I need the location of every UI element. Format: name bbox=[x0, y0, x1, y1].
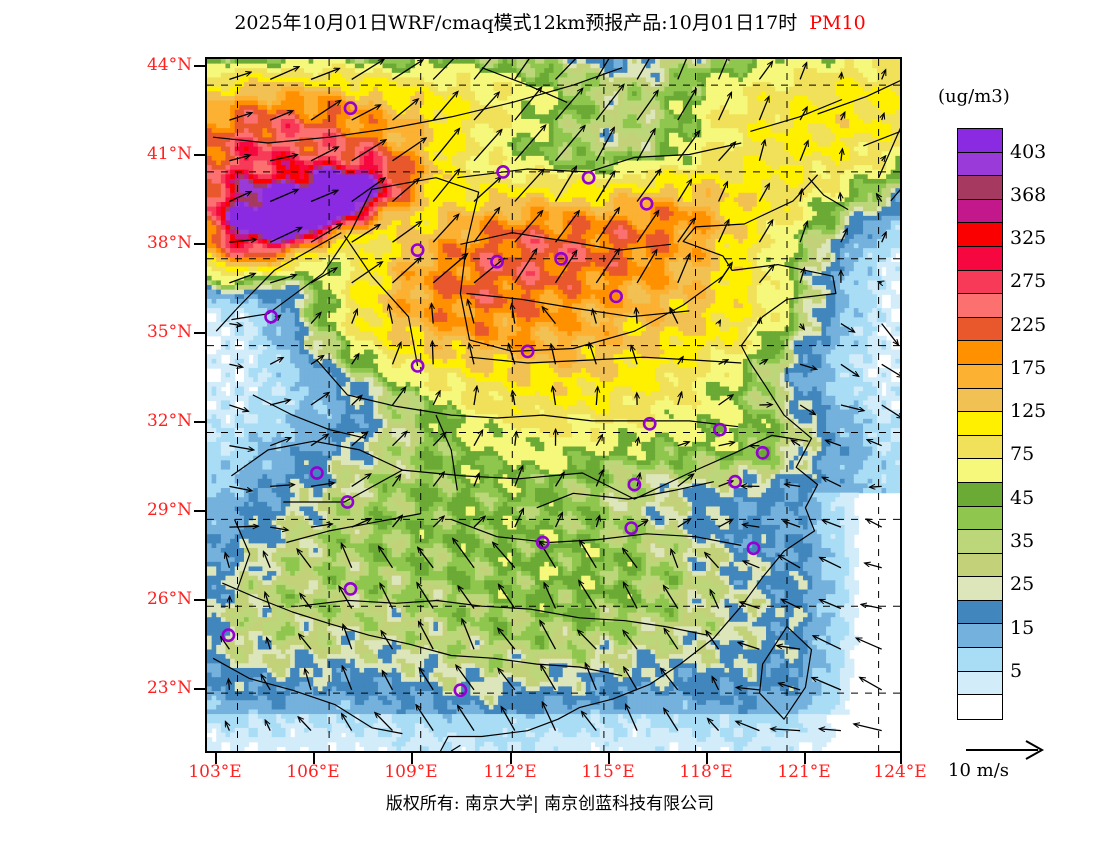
station-markers bbox=[221, 101, 770, 698]
colorbar-tick-75: 75 bbox=[1010, 443, 1034, 465]
colorbar-tick-15: 15 bbox=[1010, 617, 1034, 639]
lon-tick-label-7: 124°E bbox=[873, 762, 926, 782]
colorbar-cell-0[interactable] bbox=[958, 129, 1002, 153]
lat-tick-mark-6 bbox=[194, 599, 206, 601]
lat-tick-label-5: 29°N bbox=[120, 500, 192, 520]
colorbar-cell-17[interactable] bbox=[958, 530, 1002, 554]
wind-arrow-icon bbox=[966, 740, 1045, 760]
colorbar-cell-14[interactable] bbox=[958, 459, 1002, 483]
colorbar-tick-403: 403 bbox=[1010, 141, 1046, 163]
colorbar-tick-325: 325 bbox=[1010, 227, 1046, 249]
title-species-label: PM10 bbox=[809, 12, 865, 34]
lon-tick-label-1: 106°E bbox=[286, 762, 339, 782]
lon-tick-mark-6 bbox=[804, 753, 806, 764]
lon-tick-label-5: 118°E bbox=[679, 762, 732, 782]
colorbar-cell-11[interactable] bbox=[958, 388, 1002, 413]
lat-tick-label-6: 26°N bbox=[120, 589, 192, 609]
colorbar-cell-23[interactable] bbox=[958, 671, 1002, 696]
wind-vector-field bbox=[221, 59, 900, 731]
colorbar-cell-16[interactable] bbox=[958, 506, 1002, 531]
colorbar-cell-4[interactable] bbox=[958, 223, 1002, 247]
lat-tick-label-4: 32°N bbox=[120, 411, 192, 431]
lat-tick-mark-0 bbox=[194, 65, 206, 67]
colorbar-cell-8[interactable] bbox=[958, 317, 1002, 342]
colorbar-tick-125: 125 bbox=[1010, 400, 1046, 422]
colorbar-cell-2[interactable] bbox=[958, 176, 1002, 200]
colorbar-cell-9[interactable] bbox=[958, 341, 1002, 365]
wind-scale-arrow bbox=[952, 738, 1072, 784]
lon-tick-mark-3 bbox=[510, 753, 512, 764]
colorbar-cell-12[interactable] bbox=[958, 412, 1002, 436]
colorbar-cell-18[interactable] bbox=[958, 553, 1002, 578]
colorbar-cell-20[interactable] bbox=[958, 600, 1002, 625]
colorbar[interactable] bbox=[957, 128, 1003, 720]
lat-tick-mark-3 bbox=[194, 332, 206, 334]
colorbar-tick-35: 35 bbox=[1010, 530, 1034, 552]
lon-tick-label-4: 115°E bbox=[581, 762, 634, 782]
colorbar-tick-225: 225 bbox=[1010, 314, 1046, 336]
map-canvas bbox=[207, 59, 900, 751]
colorbar-cell-5[interactable] bbox=[958, 246, 1002, 271]
lon-tick-mark-7 bbox=[900, 753, 902, 764]
concentration-field bbox=[207, 59, 900, 751]
colorbar-cell-19[interactable] bbox=[958, 577, 1002, 601]
colorbar-cell-3[interactable] bbox=[958, 199, 1002, 224]
lon-tick-label-0: 103°E bbox=[188, 762, 241, 782]
colorbar-cell-13[interactable] bbox=[958, 435, 1002, 460]
lat-tick-label-1: 41°N bbox=[120, 144, 192, 164]
wind-scale-label: 10 m/s bbox=[948, 760, 1009, 781]
latlon-gridlines bbox=[207, 59, 900, 751]
lat-tick-label-2: 38°N bbox=[120, 233, 192, 253]
colorbar-tick-5: 5 bbox=[1010, 660, 1022, 682]
lat-tick-label-3: 35°N bbox=[120, 322, 192, 342]
lat-tick-mark-2 bbox=[194, 243, 206, 245]
colorbar-cell-24[interactable] bbox=[958, 695, 1002, 719]
page-title: 2025年10月01日WRF/cmaq模式12km预报产品:10月01日17时 P… bbox=[0, 8, 1100, 35]
colorbar-cell-7[interactable] bbox=[958, 294, 1002, 318]
lon-tick-mark-1 bbox=[313, 753, 315, 764]
lon-tick-mark-4 bbox=[608, 753, 610, 764]
lat-tick-label-0: 44°N bbox=[120, 55, 192, 75]
lon-tick-label-2: 109°E bbox=[384, 762, 437, 782]
copyright-footer: 版权所有: 南京大学| 南京创蓝科技有限公司 bbox=[0, 789, 1100, 814]
colorbar-units-label: (ug/m3) bbox=[938, 86, 1010, 107]
colorbar-tick-25: 25 bbox=[1010, 573, 1034, 595]
lon-tick-label-6: 121°E bbox=[777, 762, 830, 782]
colorbar-cell-1[interactable] bbox=[958, 152, 1002, 177]
lon-tick-mark-2 bbox=[411, 753, 413, 764]
lat-tick-mark-4 bbox=[194, 421, 206, 423]
colorbar-tick-368: 368 bbox=[1010, 184, 1046, 206]
colorbar-cell-21[interactable] bbox=[958, 624, 1002, 649]
colorbar-tick-275: 275 bbox=[1010, 270, 1046, 292]
lon-tick-mark-0 bbox=[215, 753, 217, 764]
lat-tick-mark-7 bbox=[194, 688, 206, 690]
colorbar-cell-15[interactable] bbox=[958, 482, 1002, 507]
lon-tick-mark-5 bbox=[706, 753, 708, 764]
colorbar-cell-6[interactable] bbox=[958, 270, 1002, 295]
lon-tick-label-3: 112°E bbox=[483, 762, 536, 782]
lat-tick-mark-5 bbox=[194, 510, 206, 512]
map-plot-area[interactable] bbox=[205, 57, 902, 753]
title-main-text: 2025年10月01日WRF/cmaq模式12km预报产品:10月01日17时 bbox=[234, 12, 797, 34]
colorbar-tick-175: 175 bbox=[1010, 357, 1046, 379]
lat-tick-label-7: 23°N bbox=[120, 678, 192, 698]
colorbar-cell-22[interactable] bbox=[958, 648, 1002, 672]
colorbar-tick-45: 45 bbox=[1010, 487, 1034, 509]
colorbar-cell-10[interactable] bbox=[958, 364, 1002, 389]
coastline-and-borders bbox=[212, 67, 900, 751]
lat-tick-mark-1 bbox=[194, 154, 206, 156]
